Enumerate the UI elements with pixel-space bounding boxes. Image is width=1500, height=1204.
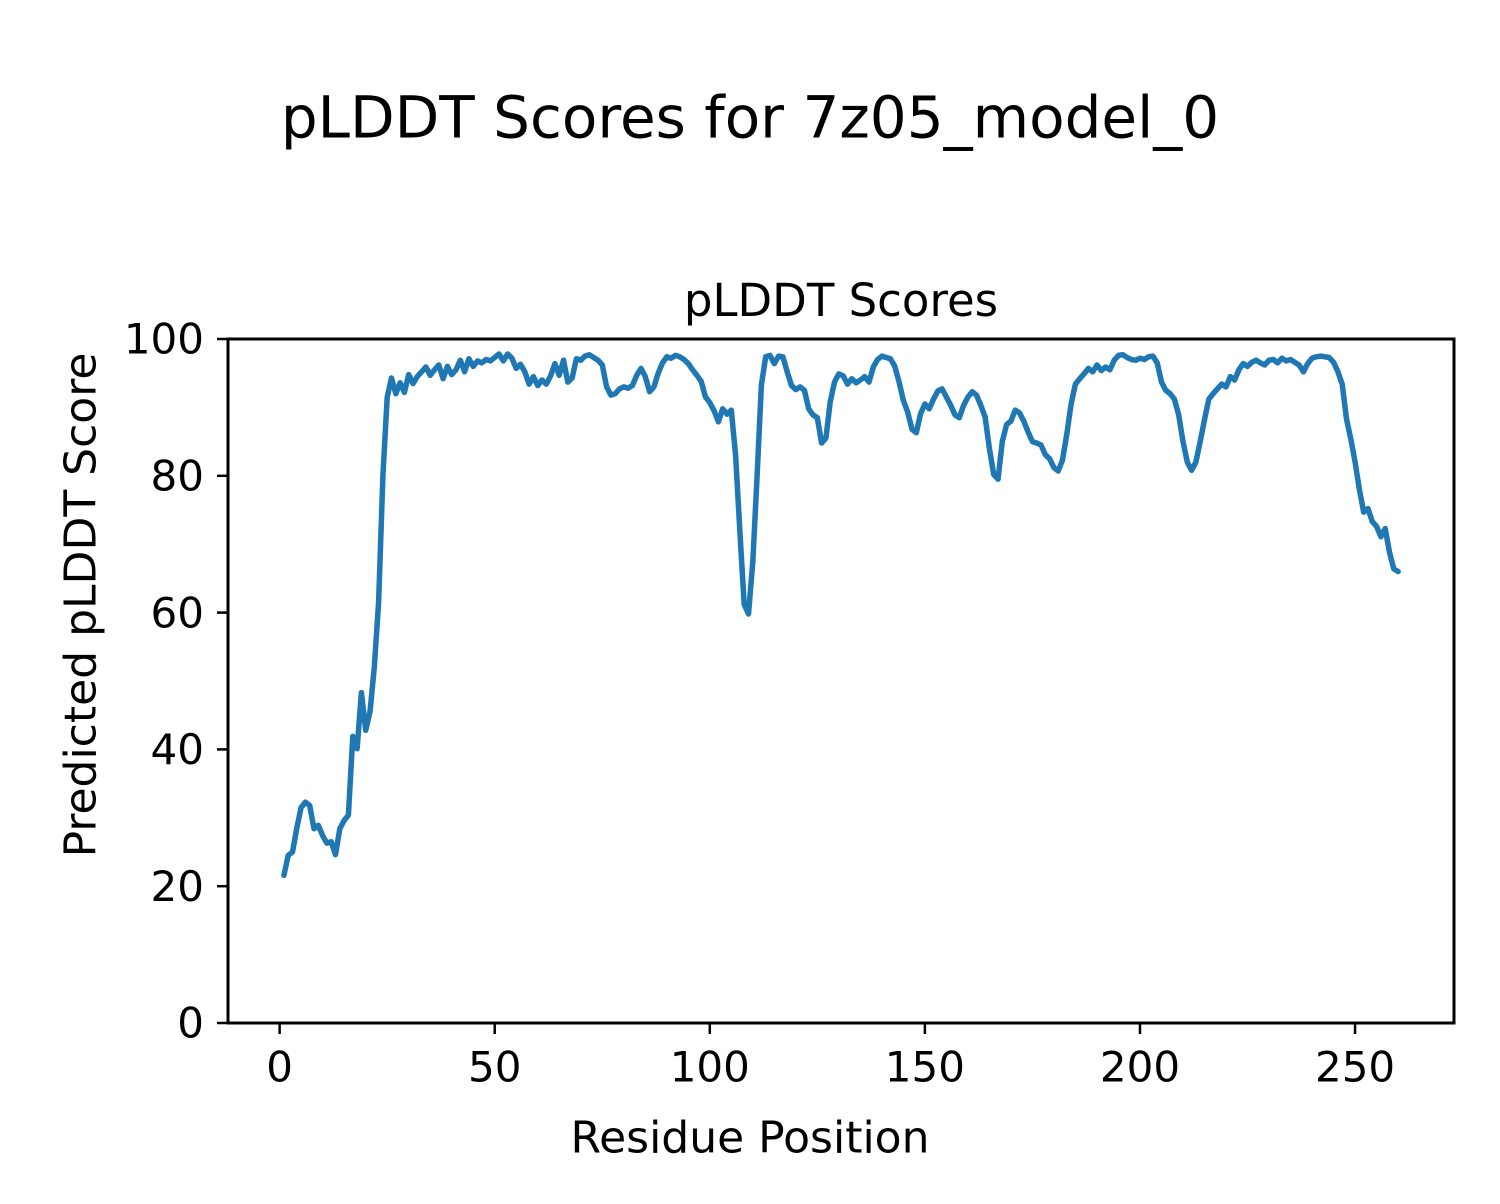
x-tick-label: 0: [266, 1043, 293, 1092]
y-tick-label: 80: [151, 452, 204, 501]
axes-box: [226, 337, 1456, 1025]
x-axis-label: Residue Position: [570, 1112, 929, 1163]
y-tick-label: 100: [124, 315, 204, 364]
x-tick-label: 100: [670, 1043, 750, 1092]
figure-suptitle: pLDDT Scores for 7z05_model_0: [281, 83, 1219, 151]
x-tick-label: 250: [1315, 1043, 1395, 1092]
y-axis-ticks: 0 20 40 60 80 100: [124, 315, 228, 1048]
y-tick-label: 20: [151, 862, 204, 911]
y-tick-label: 40: [151, 725, 204, 774]
x-tick-label: 150: [885, 1043, 965, 1092]
y-tick-label: 0: [177, 999, 204, 1048]
plddt-line: [281, 351, 1401, 879]
y-axis-label: Predicted pLDDT Score: [55, 353, 106, 858]
x-axis-ticks: 0 50 100 150 200 250: [266, 1023, 1395, 1092]
axes-title: pLDDT Scores: [684, 274, 998, 327]
y-tick-label: 60: [151, 588, 204, 637]
x-tick-label: 50: [468, 1043, 521, 1092]
x-tick-label: 200: [1100, 1043, 1180, 1092]
